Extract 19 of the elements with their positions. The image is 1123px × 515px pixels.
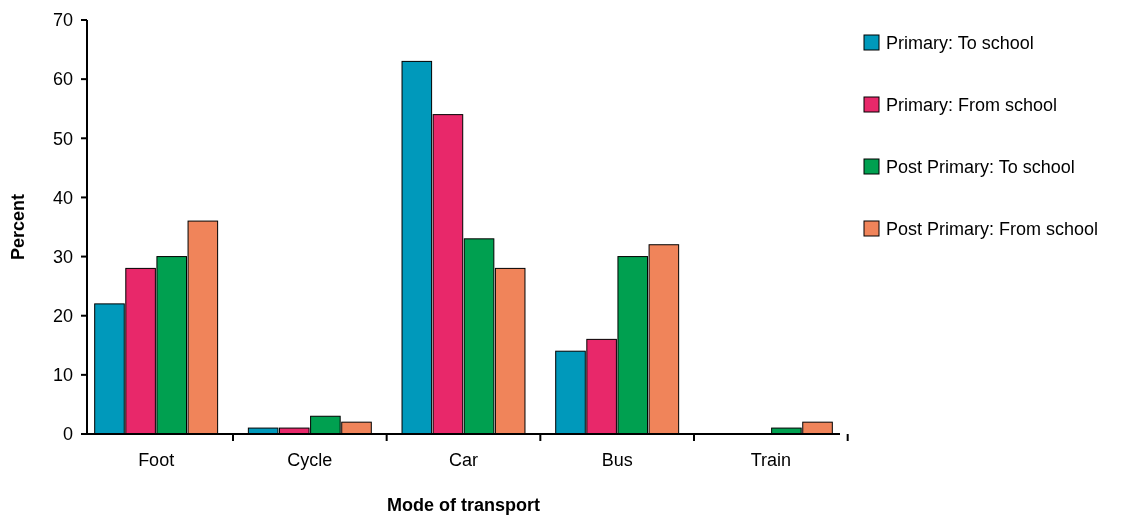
y-tick-label: 40 — [52, 187, 73, 208]
x-tick-label: Car — [448, 450, 479, 470]
y-tick-label: 50 — [52, 128, 73, 149]
y-tick-label: 10 — [52, 365, 73, 386]
x-tick-label: Foot — [138, 450, 175, 470]
x-axis-title: Mode of transport — [387, 495, 540, 515]
y-tick-label: 0 — [62, 424, 73, 445]
x-tick-label: Cycle — [287, 450, 333, 470]
y-tick-label: 60 — [52, 69, 73, 90]
legend-label: Primary: To school — [886, 33, 1034, 53]
y-tick-label: 70 — [52, 10, 73, 31]
x-tick-label: Bus — [601, 450, 633, 470]
y-axis-title: Percent — [8, 193, 28, 261]
y-tick-label: 30 — [52, 246, 73, 267]
legend-label: Primary: From school — [886, 95, 1058, 115]
y-tick-label: 20 — [52, 306, 73, 327]
legend-label: Post Primary: To school — [886, 157, 1075, 177]
legend-label: Post Primary: From school — [886, 219, 1099, 239]
x-tick-label: Train — [750, 450, 792, 470]
